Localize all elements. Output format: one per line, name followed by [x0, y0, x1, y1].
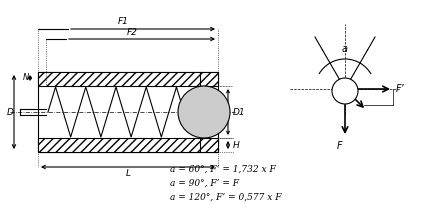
Text: F1: F1 [118, 17, 129, 26]
Text: D1: D1 [233, 108, 245, 116]
Text: H: H [233, 140, 240, 149]
Text: L: L [126, 168, 130, 177]
Bar [38, 72, 218, 86]
Text: F: F [337, 141, 343, 151]
Circle shape [332, 78, 358, 104]
Text: a = 90°, F’ = F: a = 90°, F’ = F [170, 179, 239, 187]
Circle shape [178, 86, 230, 138]
Text: a = 60°, F’ = 1,732 x F: a = 60°, F’ = 1,732 x F [170, 164, 276, 174]
Bar [38, 138, 218, 152]
Text: a = 120°, F’ = 0,577 x F: a = 120°, F’ = 0,577 x F [170, 192, 282, 202]
Text: N: N [23, 73, 29, 82]
Text: F’: F’ [396, 84, 405, 94]
Text: D: D [7, 108, 14, 116]
Text: a: a [342, 44, 348, 54]
Text: F2: F2 [126, 28, 137, 37]
Bar [38, 72, 218, 152]
